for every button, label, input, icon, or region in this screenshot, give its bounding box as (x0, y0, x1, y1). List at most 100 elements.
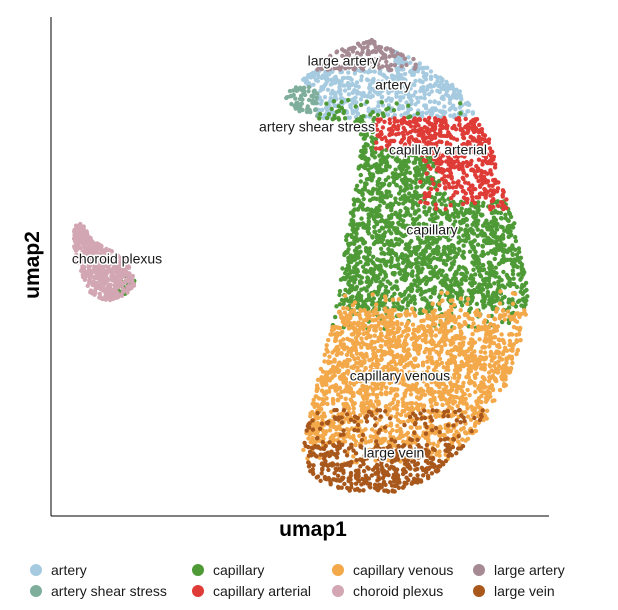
point (328, 77, 334, 83)
point (291, 88, 296, 93)
point (373, 219, 378, 224)
point (441, 96, 446, 101)
point (476, 195, 481, 200)
point (409, 288, 414, 293)
point (510, 301, 516, 306)
point (387, 189, 392, 195)
point (488, 158, 493, 163)
point (457, 341, 462, 347)
point (372, 435, 377, 440)
point (344, 237, 349, 243)
point (522, 289, 528, 294)
point (437, 191, 443, 196)
point (370, 292, 375, 297)
point (379, 169, 384, 175)
point (388, 402, 393, 407)
point (394, 94, 399, 99)
point (381, 85, 386, 90)
point (451, 224, 456, 229)
point (412, 282, 417, 287)
point (387, 120, 393, 126)
point (422, 65, 427, 71)
point (433, 401, 438, 407)
point (363, 261, 368, 267)
point (335, 344, 340, 350)
point (487, 282, 492, 287)
point (481, 267, 487, 272)
point (448, 328, 454, 333)
point (443, 83, 449, 89)
point (372, 155, 377, 160)
point (360, 354, 366, 360)
point (503, 248, 508, 253)
point (443, 203, 448, 208)
point (494, 291, 499, 297)
point (478, 349, 483, 354)
point (458, 296, 464, 301)
point (297, 96, 303, 102)
point (423, 281, 429, 287)
point (477, 327, 482, 332)
point (408, 60, 413, 65)
point (472, 287, 477, 293)
point (480, 162, 485, 167)
point (379, 136, 385, 142)
point (433, 73, 438, 79)
point (383, 315, 389, 320)
point (393, 171, 399, 177)
point (519, 264, 524, 269)
point (323, 431, 328, 437)
point (493, 222, 498, 227)
point (376, 104, 381, 109)
point (375, 239, 381, 245)
point (319, 388, 325, 393)
point (457, 122, 462, 128)
point (306, 89, 311, 94)
point (513, 263, 518, 268)
point (370, 109, 375, 115)
point (506, 218, 511, 223)
point (446, 237, 451, 243)
point (418, 193, 423, 199)
point (334, 304, 339, 309)
point (396, 57, 401, 63)
point (395, 329, 401, 334)
point (473, 328, 478, 333)
point (521, 296, 527, 301)
point (368, 266, 374, 272)
point (402, 213, 407, 218)
point (392, 308, 397, 313)
point (360, 93, 365, 98)
point (425, 119, 430, 125)
point (430, 361, 436, 366)
point (452, 255, 457, 260)
point (498, 289, 503, 294)
point (451, 193, 456, 198)
point (401, 125, 406, 131)
point (398, 208, 403, 214)
point (432, 226, 437, 231)
point (442, 133, 447, 139)
point (456, 246, 462, 252)
point (442, 198, 447, 203)
point (482, 239, 487, 244)
point (364, 133, 370, 138)
point (287, 88, 293, 94)
point (477, 311, 482, 316)
point (424, 111, 429, 116)
point (445, 290, 450, 296)
point (346, 267, 352, 272)
point (383, 164, 389, 169)
point (502, 294, 507, 300)
point (400, 260, 406, 265)
point (310, 72, 315, 77)
point (465, 200, 470, 205)
point (306, 84, 312, 90)
point (396, 312, 401, 318)
point (464, 217, 469, 222)
point (431, 239, 436, 244)
point (403, 289, 408, 295)
point (509, 281, 515, 287)
point (468, 161, 473, 167)
point (354, 100, 359, 105)
